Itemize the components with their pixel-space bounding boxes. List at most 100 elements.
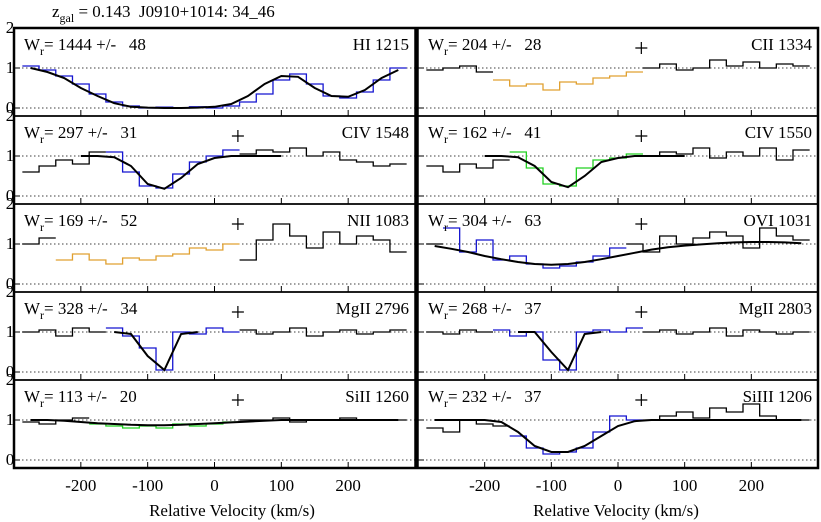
y-tick-label: 2: [6, 18, 15, 37]
title-text: = 0.143 J0910+1014: 34_46: [74, 2, 275, 21]
fit-line: [434, 419, 802, 453]
spectrum: [22, 223, 407, 261]
spectrum: [22, 147, 407, 173]
equivalent-width: Wr= 204 +/- 28: [428, 35, 541, 58]
velocity-marker: [635, 306, 648, 318]
ion-label: NII 1083: [347, 211, 409, 230]
wr-sub: r: [444, 220, 448, 234]
wr-sub: r: [40, 220, 44, 234]
wr-sub: r: [40, 132, 44, 146]
spectrum: [105, 149, 240, 189]
fit-line: [434, 241, 802, 266]
wr-value: = 162 +/- 41: [448, 123, 541, 142]
y-tick-label: 0: [6, 450, 15, 469]
wr-sub: r: [40, 308, 44, 322]
ion-label: SiII 1260: [345, 387, 409, 406]
wr-sub: r: [444, 308, 448, 322]
chart-title: zgal = 0.143 J0910+1014: 34_46: [52, 2, 275, 25]
wr-value: = 268 +/- 37: [448, 299, 542, 318]
ion-label: OVI 1031: [744, 211, 812, 230]
equivalent-width: Wr= 1444 +/- 48: [24, 35, 146, 58]
x-axis-label: Relative Velocity (km/s): [533, 501, 699, 520]
wr-symbol: W: [428, 211, 445, 230]
wr-sub: r: [444, 132, 448, 146]
y-tick-label: 0: [6, 186, 15, 205]
wr-symbol: W: [428, 387, 445, 406]
wr-symbol: W: [24, 211, 41, 230]
ion-label: CII 1334: [751, 35, 812, 54]
wr-value: = 1444 +/- 48: [44, 35, 146, 54]
equivalent-width: Wr= 304 +/- 63: [428, 211, 541, 234]
y-tick-label: 0: [6, 274, 15, 293]
x-tick-label: -200: [469, 476, 500, 495]
x-tick-label: 200: [335, 476, 361, 495]
velocity-marker: [231, 130, 244, 142]
x-tick-label: 100: [672, 476, 698, 495]
ion-label: SiIII 1206: [743, 387, 812, 406]
wr-symbol: W: [428, 35, 445, 54]
equivalent-width: Wr= 169 +/- 52: [24, 211, 137, 234]
x-tick-label: 100: [269, 476, 295, 495]
spectrum: [426, 147, 810, 173]
fit-line: [114, 331, 198, 372]
wr-value: = 169 +/- 52: [44, 211, 137, 230]
wr-value: = 328 +/- 34: [44, 299, 138, 318]
velocity-marker: [231, 218, 244, 230]
fit-line: [30, 67, 399, 109]
velocity-marker: [635, 130, 648, 142]
velocity-marker: [635, 42, 648, 54]
equivalent-width: Wr= 232 +/- 37: [428, 387, 542, 410]
ion-label: CIV 1550: [745, 123, 812, 142]
wr-value: = 304 +/- 63: [448, 211, 541, 230]
fit-line: [30, 419, 399, 427]
fit-line: [80, 155, 282, 190]
y-tick-label: 2: [6, 282, 15, 301]
ion-label: HI 1215: [353, 35, 409, 54]
wr-value: = 113 +/- 20: [44, 387, 137, 406]
x-tick-label: 200: [739, 476, 765, 495]
y-tick-label: 2: [6, 106, 15, 125]
wr-value: = 232 +/- 37: [448, 387, 542, 406]
equivalent-width: Wr= 162 +/- 41: [428, 123, 541, 146]
ion-label: MgII 2803: [739, 299, 812, 318]
equivalent-width: Wr= 297 +/- 31: [24, 123, 137, 146]
wr-sub: r: [444, 44, 448, 58]
x-tick-label: -100: [536, 476, 567, 495]
equivalent-width: Wr= 113 +/- 20: [24, 387, 137, 410]
wr-symbol: W: [24, 299, 41, 318]
spectrum: [493, 71, 643, 91]
ion-label: MgII 2796: [336, 299, 409, 318]
x-axis-label: Relative Velocity (km/s): [149, 501, 315, 520]
wr-symbol: W: [24, 35, 41, 54]
velocity-marker: [635, 394, 648, 406]
wr-symbol: W: [24, 387, 41, 406]
velocity-marker: [231, 394, 244, 406]
velocity-marker: [231, 306, 244, 318]
spectrum: [426, 403, 810, 433]
ion-label: CIV 1548: [342, 123, 409, 142]
wr-sub: r: [444, 396, 448, 410]
y-tick-label: 1: [6, 234, 15, 253]
wr-symbol: W: [428, 299, 445, 318]
y-tick-label: 1: [6, 146, 15, 165]
fit-line: [518, 331, 602, 372]
fit-line: [484, 155, 685, 189]
y-tick-label: 0: [6, 98, 15, 117]
equivalent-width: Wr= 268 +/- 37: [428, 299, 542, 322]
y-tick-label: 1: [6, 58, 15, 77]
wr-symbol: W: [24, 123, 41, 142]
spectrum: [493, 327, 643, 371]
wr-value: = 297 +/- 31: [44, 123, 137, 142]
wr-sub: r: [40, 396, 44, 410]
x-tick-label: -200: [65, 476, 96, 495]
spectrum: [55, 243, 240, 265]
y-tick-label: 2: [6, 194, 15, 213]
spectrum: [426, 227, 810, 253]
title-sub: gal: [60, 11, 75, 25]
spectrum: [426, 327, 810, 337]
velocity-marker: [635, 218, 648, 230]
title-prefix: z: [52, 2, 60, 21]
wr-sub: r: [40, 44, 44, 58]
spectrum: [22, 327, 407, 337]
y-tick-label: 1: [6, 322, 15, 341]
